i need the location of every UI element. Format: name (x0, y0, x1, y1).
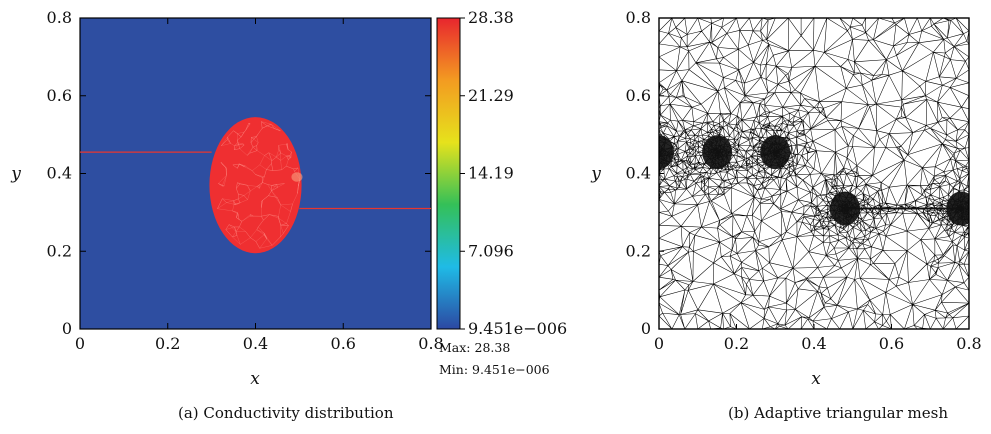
inclusion-highlight (291, 172, 303, 182)
y-tick-labels: 0 0.2 0.4 0.6 0.8 (626, 8, 651, 338)
colorbar-ticks (460, 17, 465, 330)
x-tick-label: 0.8 (418, 334, 443, 353)
x-tick-label: 0.6 (879, 334, 904, 353)
x-tick-label: 0.8 (956, 334, 981, 353)
axis-ticks (658, 17, 970, 330)
y-tick-label: 0.4 (47, 164, 72, 183)
y-tick-label: 0.4 (626, 164, 651, 183)
y-tick-label: 0.6 (47, 86, 72, 105)
conductivity-chart: 0 0.2 0.4 0.6 0.8 0 0.2 0.4 0.6 0.8 x y 28.38 21.… (10, 8, 567, 389)
caption-b: (b) Adaptive triangular mesh (728, 404, 948, 422)
y-axis-label: y (10, 164, 21, 184)
x-tick-label: 0.4 (801, 334, 826, 353)
x-axis-label: x (811, 369, 821, 389)
mesh-refinement-cluster (760, 135, 791, 170)
y-tick-label: 0.2 (47, 241, 72, 260)
colorbar-tick-label: 14.19 (468, 164, 514, 183)
max-label: Max: 28.38 (439, 340, 510, 355)
colorbar-tick-label: 7.096 (468, 241, 514, 260)
x-tick-labels: 0 0.2 0.4 0.6 0.8 (75, 334, 444, 353)
y-tick-labels: 0 0.2 0.4 0.6 0.8 (47, 8, 72, 338)
panel-conductivity: 0 0.2 0.4 0.6 0.8 0 0.2 0.4 0.6 0.8 x y 28.38 21.… (10, 8, 567, 422)
colorbar (436, 17, 461, 330)
x-tick-labels: 0 0.2 0.4 0.6 0.8 (654, 334, 982, 353)
x-tick-label: 0 (75, 334, 85, 353)
inclusion-mesh-texture (217, 121, 301, 249)
y-tick-label: 0.8 (626, 8, 651, 27)
y-tick-label: 0.8 (47, 8, 72, 27)
mesh-refinement-cluster (702, 135, 733, 170)
inclusion-fill (209, 117, 302, 254)
axis-ticks (79, 17, 432, 330)
y-tick-label: 0 (641, 319, 651, 338)
x-tick-label: 0.4 (243, 334, 268, 353)
x-axis-label: x (250, 369, 260, 389)
inclusion-ellipse (209, 117, 303, 254)
triangular-mesh (659, 18, 969, 329)
min-label: Min: 9.451e−006 (439, 362, 550, 377)
y-tick-label: 0.6 (626, 86, 651, 105)
mesh-chart: 0 0.2 0.4 0.6 0.8 0 0.2 0.4 0.6 0.8 x y (590, 8, 982, 389)
colorbar-tick-label: 21.29 (468, 86, 514, 105)
y-tick-label: 0 (62, 319, 72, 338)
colorbar-tick-label: 28.38 (468, 8, 514, 27)
mesh-refinement-cluster (659, 135, 674, 170)
y-axis-label: y (590, 164, 601, 184)
y-tick-label: 0.2 (626, 241, 651, 260)
colorbar-tick-labels: 28.38 21.29 14.19 7.096 9.451e−006 (468, 8, 567, 338)
x-tick-label: 0.2 (155, 334, 180, 353)
x-tick-label: 0.2 (724, 334, 749, 353)
x-tick-label: 0.6 (331, 334, 356, 353)
colorbar-tick-label: 9.451e−006 (468, 319, 567, 338)
caption-a: (a) Conductivity distribution (178, 404, 394, 422)
panel-mesh: 0 0.2 0.4 0.6 0.8 0 0.2 0.4 0.6 0.8 x y (b) Adap… (580, 0, 991, 434)
x-tick-label: 0 (654, 334, 664, 353)
